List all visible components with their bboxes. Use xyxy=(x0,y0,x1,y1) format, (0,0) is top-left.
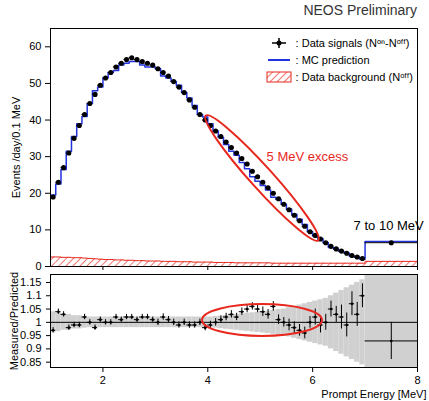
svg-text:5 MeV excess: 5 MeV excess xyxy=(267,149,349,164)
svg-text:20: 20 xyxy=(29,187,41,199)
svg-text:7 to 10 MeV: 7 to 10 MeV xyxy=(354,218,424,233)
svg-text:8: 8 xyxy=(414,374,420,386)
svg-text:0.85: 0.85 xyxy=(20,356,41,368)
html-text:: MC prediction: : MC prediction xyxy=(295,53,370,66)
html-text:NEOS Preliminary: NEOS Preliminary xyxy=(303,2,417,18)
svg-text:60: 60 xyxy=(29,40,41,52)
svg-text:1.1: 1.1 xyxy=(26,289,41,301)
svg-text:6: 6 xyxy=(310,374,316,386)
svg-text:0.9: 0.9 xyxy=(26,342,41,354)
svg-text:1: 1 xyxy=(35,316,41,328)
svg-text:30: 30 xyxy=(29,150,41,162)
svg-text:40: 40 xyxy=(29,114,41,126)
svg-text:10: 10 xyxy=(29,223,41,235)
svg-text:4: 4 xyxy=(205,374,211,386)
svg-text:Measured/Predicted: Measured/Predicted xyxy=(8,272,20,370)
svg-text:Events /day/0.1 MeV: Events /day/0.1 MeV xyxy=(10,96,22,198)
svg-text:1.05: 1.05 xyxy=(20,303,41,315)
svg-text:0: 0 xyxy=(35,260,41,270)
html-text:: Data background (Nᵒᶠᶠ): : Data background (Nᵒᶠᶠ) xyxy=(295,70,413,83)
html-text:: Data signals (Nᵒⁿ-Nᵒᶠᶠ): : Data signals (Nᵒⁿ-Nᵒᶠᶠ) xyxy=(295,36,410,49)
svg-text:0.95: 0.95 xyxy=(20,329,41,341)
svg-text:Prompt Energy [MeV]: Prompt Energy [MeV] xyxy=(321,388,426,400)
svg-text:50: 50 xyxy=(29,77,41,89)
svg-text:2: 2 xyxy=(100,374,106,386)
svg-text:1.15: 1.15 xyxy=(20,276,41,288)
